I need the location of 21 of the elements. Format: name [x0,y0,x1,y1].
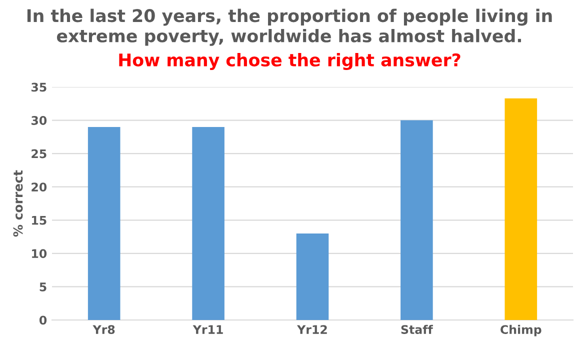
y-axis-title: % correct [13,170,23,237]
y-tick-label: 25 [32,149,46,158]
y-tick-label: 10 [32,249,47,258]
y-tick-label: 30 [32,116,47,125]
chart-title: In the last 20 years, the proportion of people living in extreme poverty, worldwide has almost halved. [27,8,552,46]
y-tick-label: 35 [32,82,46,92]
bar [400,120,433,320]
y-tick-label: 0 [39,316,47,325]
y-tick-label: 15 [32,216,46,225]
y-tick-label: 5 [40,282,46,292]
y-tick-label: 20 [32,182,47,192]
bar [504,98,538,320]
x-tick-label: Yr12 [296,325,327,334]
bar [88,126,120,320]
x-tick-label: Yr8 [92,325,115,334]
x-tick-label: Staff [401,324,433,334]
bar [192,126,224,320]
x-tick-label: Chimp [500,324,542,336]
x-tick-label: Yr11 [192,325,223,334]
bar [296,233,329,320]
chart-subtitle: How many chose the right answer? [119,53,460,70]
